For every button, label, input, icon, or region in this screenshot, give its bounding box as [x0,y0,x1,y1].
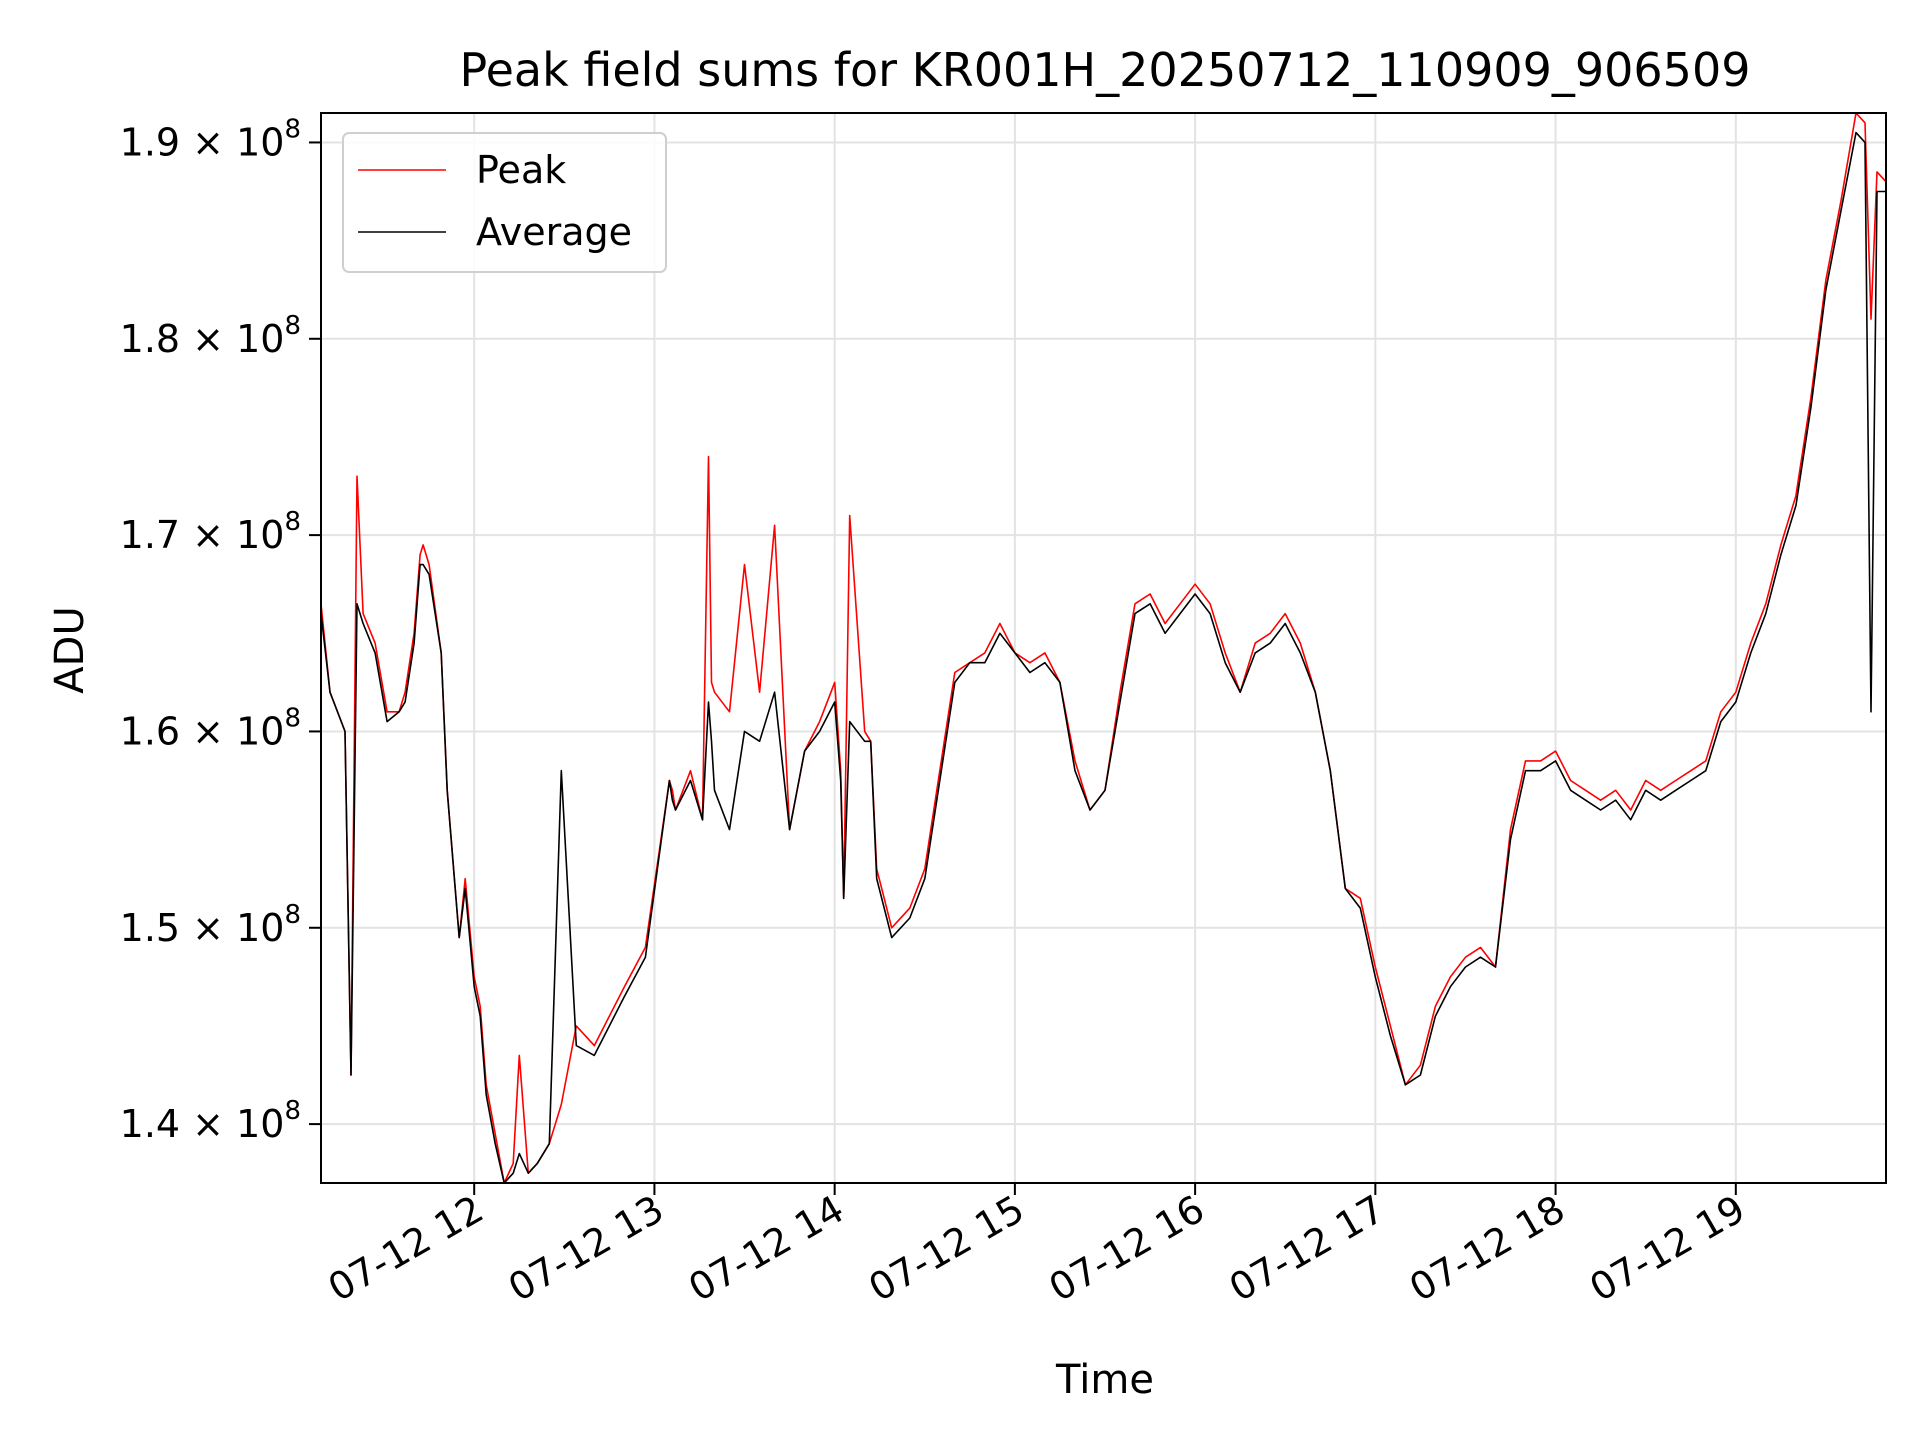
x-tick-label: 07-12 18 [1402,1187,1572,1311]
series-line-average [320,131,1886,1184]
x-tick-label: 07-12 14 [681,1187,851,1311]
legend-box [342,132,667,273]
x-tick-label: 07-12 17 [1222,1187,1392,1311]
y-tick-label: 1.8 × 108 [120,311,301,361]
plot-area [320,112,1887,1184]
grid-lines [321,113,1886,1183]
legend-label: Average [476,210,632,254]
plot-frame [320,112,1887,1184]
y-tick-label: 1.5 × 108 [120,900,301,950]
y-tick-label: 1.6 × 108 [120,703,301,753]
x-tick-label: 07-12 15 [861,1187,1031,1311]
y-axis-label: ADU [47,606,93,693]
x-tick-label: 07-12 19 [1582,1187,1752,1311]
x-tick-label: 07-12 16 [1042,1187,1212,1311]
legend: Peak Average [342,132,667,273]
chart-title: Peak field sums for KR001H_20250712_1109… [460,43,1751,97]
legend-label: Peak [476,148,566,192]
series-line-peak [320,112,1887,1184]
y-tick-label: 1.9 × 108 [120,114,301,164]
x-axis-label: Time [1055,1357,1154,1403]
y-tick-label: 1.4 × 108 [120,1096,301,1146]
x-axis: 07-12 12 07-12 13 07-12 14 07-12 15 07-12 16… [321,1183,1752,1311]
y-tick-label: 1.7 × 108 [120,507,301,557]
x-tick-label: 07-12 12 [321,1187,491,1311]
x-tick-label: 07-12 13 [501,1187,671,1311]
y-axis: 1.4 × 108 1.5 × 108 1.6 × 108 1.7 × 108 1.8 … [120,114,321,1146]
